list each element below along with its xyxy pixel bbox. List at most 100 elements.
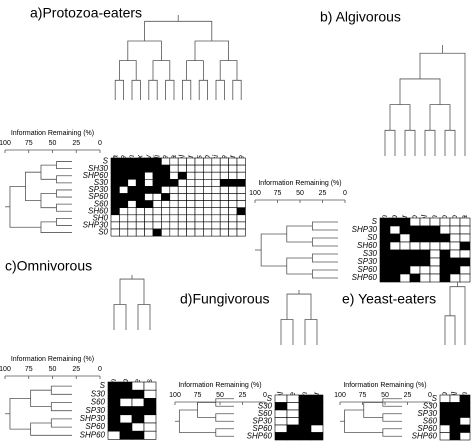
matrix-cell [228,200,238,209]
matrix-cell [379,225,391,235]
matrix-cell [144,228,154,237]
tick-label: 100 [334,392,346,399]
matrix-cell [110,186,120,194]
row-label: S0 [367,233,377,242]
matrix-cell [186,207,196,216]
matrix-cell [135,164,145,173]
row-label: SP60 [252,424,272,433]
matrix-cell [228,193,238,201]
tick-label: 25 [239,392,247,399]
matrix-cell [389,241,401,251]
matrix-cell [119,389,133,399]
matrix-cell [144,179,154,187]
matrix-cell [152,186,162,194]
tick-label: 0 [343,190,347,197]
matrix-cell [459,241,471,251]
matrix-cell [459,249,471,259]
matrix-cell [399,265,411,275]
row-label: S [432,394,438,403]
matrix-cell [274,432,288,441]
dendrogram-branch [429,104,451,131]
axis-label: Information Remaining (%) [178,382,261,389]
matrix-cell [459,409,471,418]
tick-label: 50 [381,392,389,399]
matrix-cell [161,207,171,216]
dendrogram-branch [165,79,175,100]
matrix-cell [298,402,312,411]
matrix-cell [379,265,391,275]
matrix-cell [399,257,411,267]
matrix-cell [194,164,204,173]
matrix-cell [131,422,145,432]
tick-label: 100 [169,392,181,399]
matrix-cell [228,221,238,230]
matrix-cell [110,221,120,230]
matrix-cell [161,157,171,166]
matrix-cell [389,265,401,275]
matrix-cell [143,422,157,432]
matrix-cell [459,225,471,235]
matrix-cell [449,402,461,411]
matrix-cell [161,186,171,194]
matrix-cell [143,398,157,407]
matrix-cell [131,414,145,424]
row-label: S30 [363,249,378,258]
matrix-cell [286,402,300,411]
matrix-cell [186,164,196,173]
matrix-cell [127,200,137,209]
matrix-cell [409,257,421,267]
dendrogram-branch [131,79,141,100]
row-label: S60 [258,409,273,418]
matrix-cell [286,394,300,403]
matrix-cell [439,432,451,441]
matrix-cell [219,221,229,230]
matrix-cell [194,214,204,223]
tick-label: 50 [49,140,57,147]
matrix-cell [298,432,312,441]
dendrogram-branch [382,413,402,422]
tick-label: 25 [404,392,412,399]
matrix-cell [236,193,246,201]
matrix-cell [409,217,421,227]
matrix-cell [439,394,451,403]
matrix-cell [409,249,421,259]
matrix-cell [186,221,196,230]
matrix-cell [439,424,451,433]
matrix-cell [429,225,441,235]
matrix-cell [143,389,157,399]
matrix-cell [399,233,411,243]
matrix-cell [286,424,300,433]
matrix-cell [419,217,431,227]
matrix-cell [144,164,154,173]
matrix-cell [439,233,451,243]
matrix-cell [439,417,451,426]
row-label: SP30 [417,409,437,418]
matrix-cell [298,424,312,433]
matrix-cell [119,164,129,173]
matrix-cell [177,214,187,223]
dendrogram-branch [286,257,313,275]
matrix-cell [274,424,288,433]
matrix-cell [236,164,246,173]
dendrogram-branch [424,129,436,156]
matrix-cell [419,241,431,251]
matrix-cell [379,241,391,251]
matrix-cell [439,409,451,418]
matrix-cell [379,273,391,283]
matrix-cell [152,200,162,209]
matrix-cell [274,417,288,426]
matrix-cell [449,249,461,259]
dendrogram-branch [113,304,127,330]
matrix-cell [203,179,213,187]
matrix-cell [219,157,229,166]
matrix-cell [131,430,145,440]
matrix-cell [203,164,213,173]
tick-label: 0 [263,392,267,399]
tick-label: 25 [319,190,327,197]
matrix-cell [389,217,401,227]
matrix-cell [419,273,431,283]
tick-label: 0 [98,366,102,373]
dendrogram-branch [56,203,72,212]
matrix-cell [298,409,312,418]
matrix-cell [194,179,204,187]
